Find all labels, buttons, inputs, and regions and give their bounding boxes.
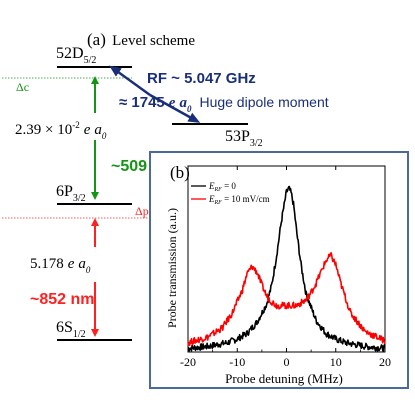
x-tick-label: -20	[180, 355, 196, 369]
data-point	[316, 320, 317, 321]
data-point	[286, 305, 287, 306]
data-point	[256, 271, 257, 272]
data-point	[335, 264, 336, 265]
y-axis-label: Probe transmission (a.u.)	[165, 208, 179, 328]
data-point	[247, 333, 248, 334]
rf-frequency-label: RF ~ 5.047 GHz	[147, 70, 256, 87]
level-label-6p: 6P3/2	[56, 183, 86, 204]
x-tick-label: 0	[284, 355, 290, 369]
data-point	[276, 305, 277, 306]
x-tick-label: 10	[330, 355, 342, 369]
data-point	[227, 342, 228, 343]
level-scheme-panel: (a) Level scheme 52D5/2 Δc 2.39 × 10-2 e a…	[2, 30, 329, 341]
probe-wavelength: ~852 nm	[30, 291, 94, 308]
data-point	[276, 255, 277, 256]
plot-area: -20 -10 0 10 20	[180, 165, 391, 369]
data-point	[345, 342, 346, 343]
level-scheme-title: Level scheme	[112, 33, 195, 49]
coupling-detuning-label: Δc	[16, 80, 29, 94]
data-point	[286, 191, 287, 192]
data-point	[296, 305, 297, 306]
data-point	[325, 260, 326, 261]
data-point	[261, 284, 262, 285]
data-point	[256, 322, 257, 323]
data-point	[296, 229, 297, 230]
data-point	[335, 338, 336, 339]
level-label-6s: 6S1/2	[56, 319, 86, 340]
data-point	[237, 338, 238, 339]
data-point	[207, 337, 208, 338]
legend-label-red: ERF = 10 mV/cm	[208, 194, 270, 206]
probe-dipole-text: 5.178 e a0	[30, 256, 91, 275]
level-label-53p: 53P3/2	[225, 128, 263, 149]
data-point	[301, 266, 302, 267]
data-point	[293, 206, 294, 207]
data-point	[340, 283, 341, 284]
data-point	[350, 312, 351, 313]
legend-label-black: ERF = 0	[208, 181, 236, 193]
data-point	[320, 271, 321, 272]
coupling-dipole-text: 2.39 × 10-2 e a0	[15, 120, 107, 141]
panel-b-label: (b)	[170, 163, 190, 182]
data-point	[325, 333, 326, 334]
inset-panel: (b) -20 -10 0 10 20 ERF = 0 ERF = 10 mV/cm P…	[149, 151, 409, 389]
data-point	[288, 188, 289, 189]
data-point	[291, 193, 292, 194]
data-point	[207, 346, 208, 347]
data-point	[365, 346, 366, 347]
panel-a-label: (a)	[87, 30, 106, 49]
data-point	[266, 296, 267, 297]
level-label-52d: 52D5/2	[56, 45, 96, 66]
x-tick-label: -10	[229, 355, 245, 369]
probe-detuning-label: Δp	[135, 204, 149, 218]
data-point	[330, 255, 331, 256]
series-line-red	[187, 252, 386, 347]
rf-arrow-down	[149, 93, 201, 123]
data-point	[271, 301, 272, 302]
rf-arrow-up	[109, 65, 151, 97]
data-point	[365, 331, 366, 332]
data-point	[232, 312, 233, 313]
data-point	[266, 303, 267, 304]
inset-frame	[149, 151, 409, 389]
data-point	[306, 294, 307, 295]
data-point	[247, 273, 248, 274]
legend: ERF = 0 ERF = 10 mV/cm	[191, 181, 270, 206]
data-point	[251, 266, 252, 267]
svg-text:(a) Level scheme: (a) Level scheme	[87, 30, 195, 49]
data-point	[384, 340, 385, 341]
data-point	[222, 327, 223, 328]
series-line-black	[187, 185, 386, 353]
data-point	[316, 283, 317, 284]
data-point	[187, 342, 188, 343]
x-axis-label: Probe detuning (MHz)	[225, 371, 343, 386]
x-tick-label: 20	[379, 355, 391, 369]
data-point	[311, 292, 312, 293]
data-point	[306, 299, 307, 300]
rf-dipole-label: ≈ 1745 e a0 Huge dipole moment	[119, 94, 329, 114]
data-point	[271, 284, 272, 285]
data-point	[281, 219, 282, 220]
data-point	[242, 290, 243, 291]
